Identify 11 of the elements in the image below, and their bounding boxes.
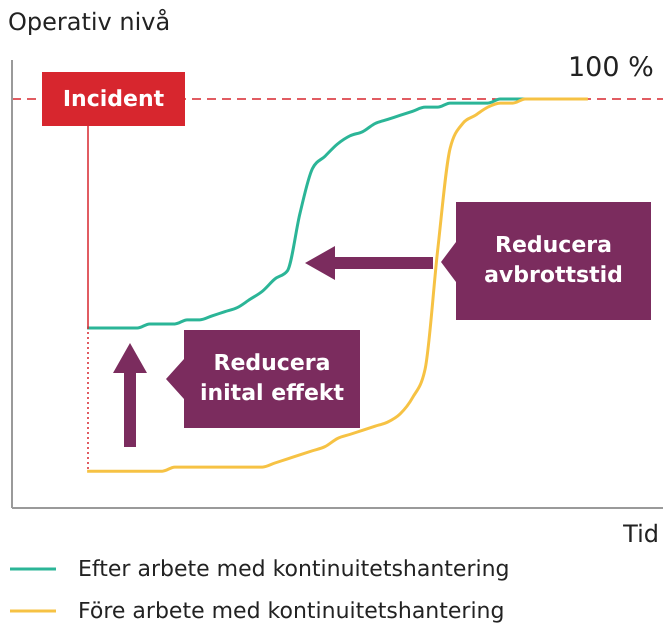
legend-label: Före arbete med kontinuitetshantering [78,598,504,624]
y-axis-title: Operativ nivå [8,8,170,36]
callout-box: Reducera avbrottstid [441,202,651,320]
legend-label: Efter arbete med kontinuitetshantering [78,556,510,582]
ref-line-label: 100 % [568,52,654,83]
callout-box: Reducera inital effekt [166,330,360,428]
x-axis-title: Tid [623,520,659,548]
annotation: Reducera avbrottstid [483,232,624,290]
annotation: Reducera inital effekt [198,350,346,408]
annotation: Incident [42,72,185,126]
incident-callout: Incident [42,72,188,472]
